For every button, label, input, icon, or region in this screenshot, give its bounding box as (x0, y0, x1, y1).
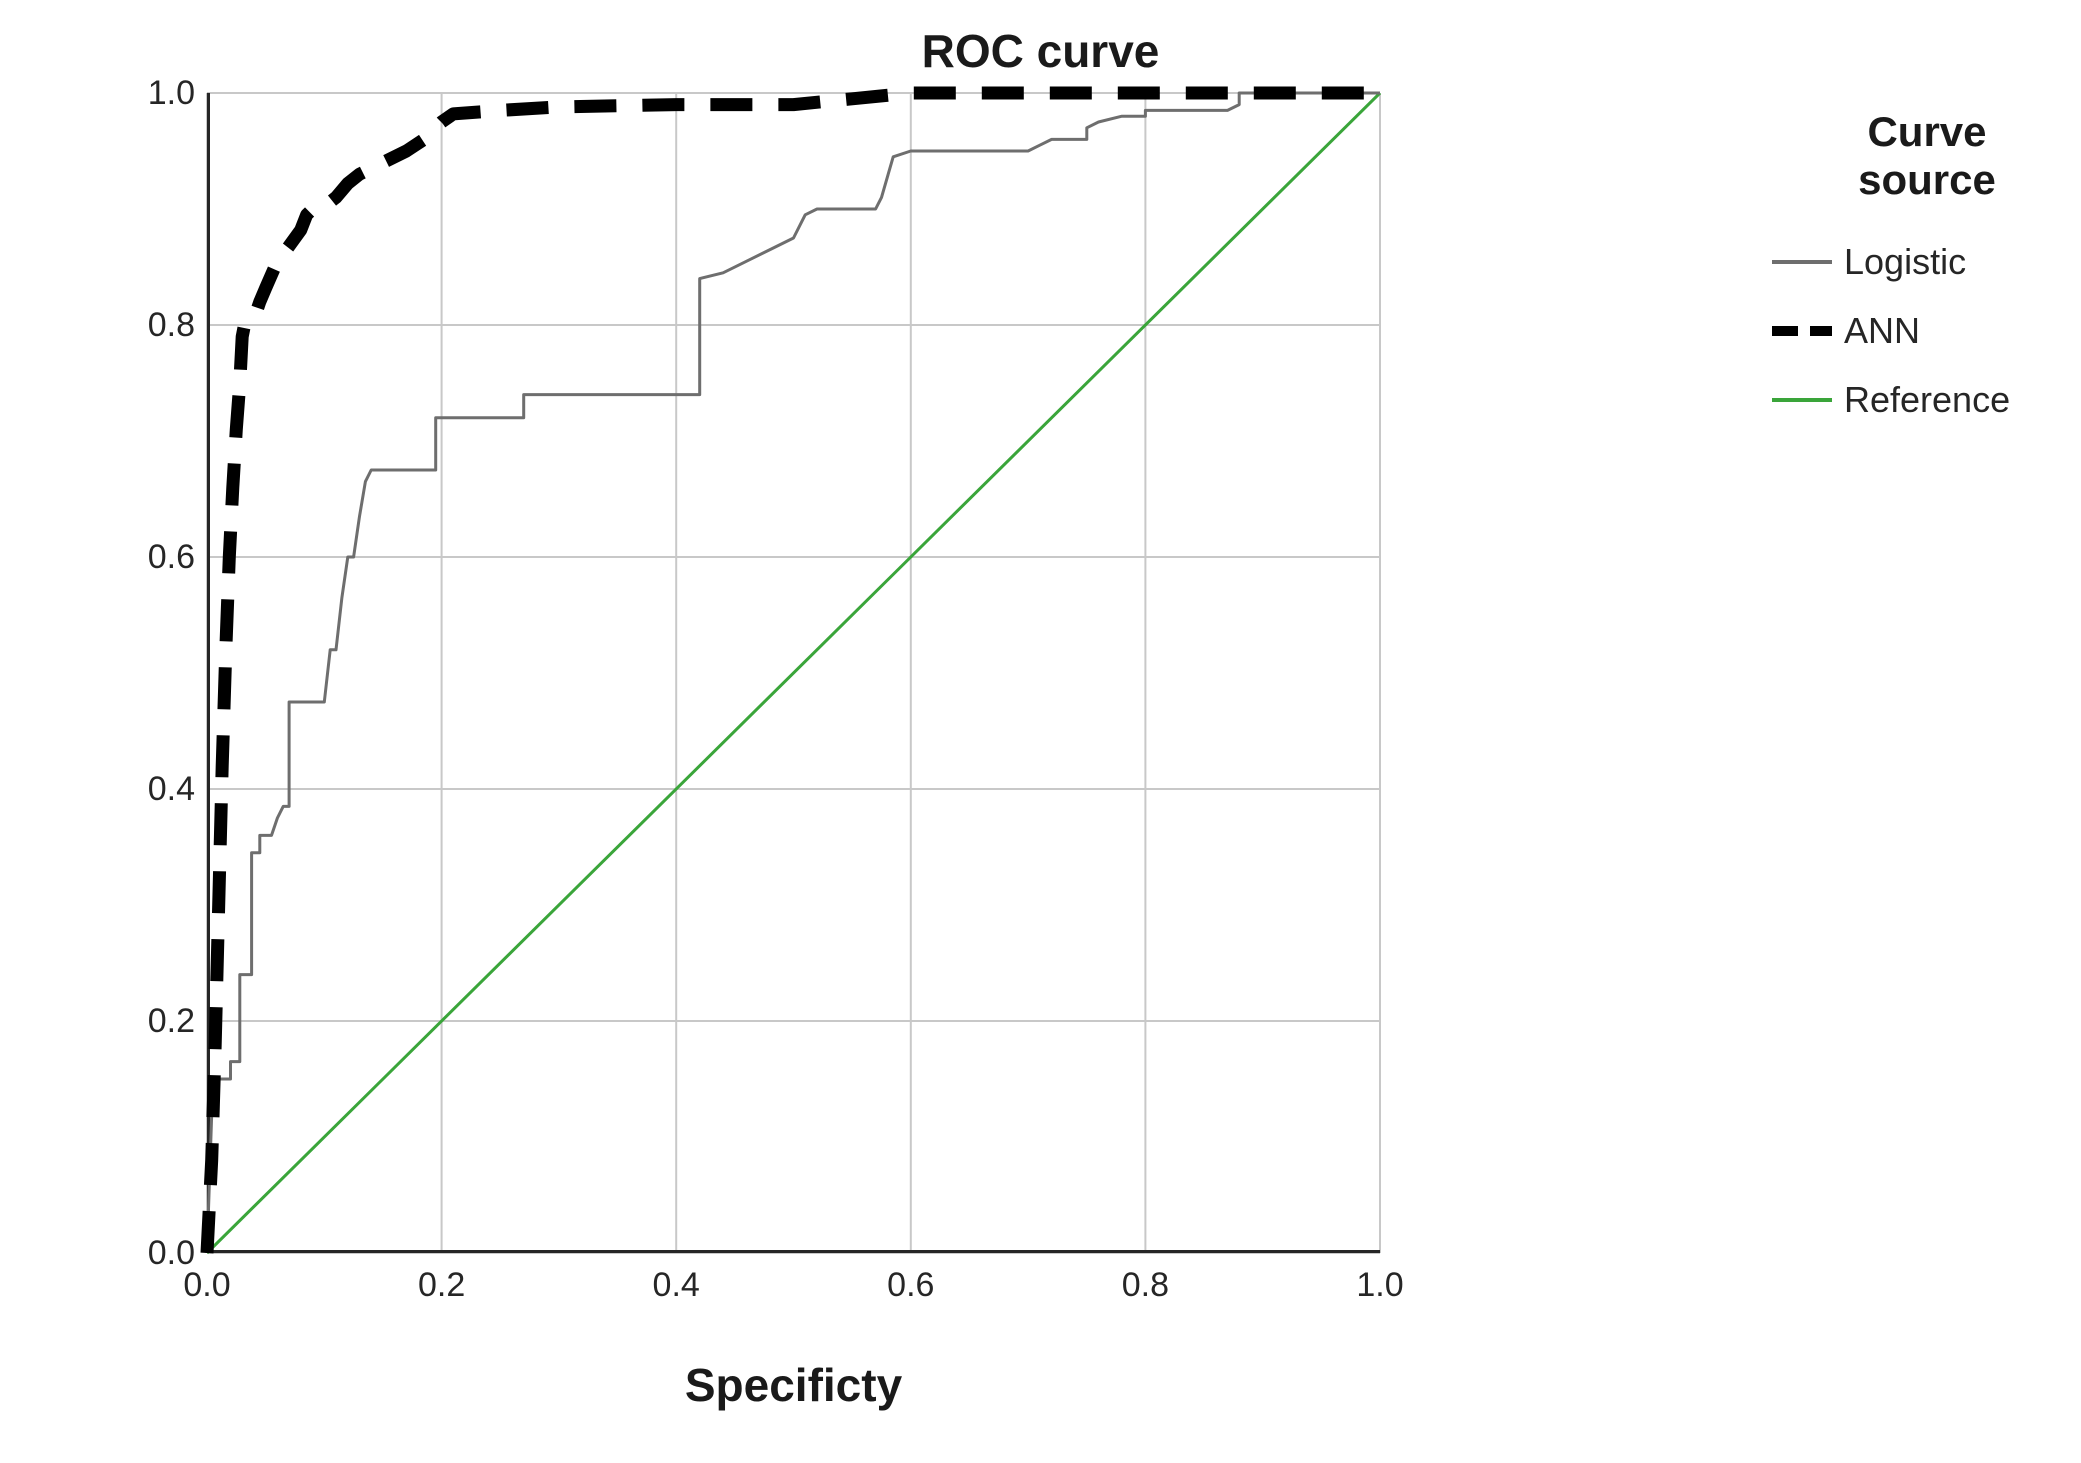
x-tick-label: 0.6 (887, 1266, 935, 1304)
x-tick-label: 0.2 (417, 1266, 466, 1304)
logistic-curve (205, 91, 1380, 1254)
reference-line (205, 91, 1382, 1255)
legend-item-reference: Reference (1772, 377, 2081, 423)
logistic-line-icon (1772, 259, 1832, 264)
y-tick-label: 1.0 (147, 74, 195, 112)
y-tick-label: 0.8 (147, 306, 195, 344)
ann-dashed-line-icon (1772, 325, 1832, 336)
x-tick-label: 0.4 (652, 1266, 700, 1304)
y-tick-label: 0.2 (147, 1002, 195, 1040)
y-tick-label: 0.6 (147, 538, 195, 576)
x-tick-label: 1.0 (1356, 1266, 1404, 1304)
legend-item-ann: ANN (1772, 308, 2081, 354)
legend: Curve source Logistic ANN Reference (1772, 108, 2081, 446)
legend-label: ANN (1844, 309, 1921, 351)
plot-area (200, 86, 1382, 1255)
x-tick-label: 0.0 (183, 1266, 231, 1304)
legend-label: Logistic (1844, 240, 1967, 282)
y-tick-label: 0.0 (147, 1234, 195, 1272)
legend-item-logistic: Logistic (1772, 239, 2081, 285)
reference-line-icon (1772, 397, 1832, 402)
legend-title: Curve source (1858, 108, 1996, 204)
chart-title: ROC curve (921, 25, 1160, 77)
x-axis-label: Specificty (684, 1359, 903, 1411)
x-tick-label: 0.8 (1121, 1266, 1170, 1304)
legend-label: Reference (1844, 378, 2011, 420)
ann-curve (200, 86, 1380, 1254)
y-tick-label: 0.4 (147, 770, 195, 808)
